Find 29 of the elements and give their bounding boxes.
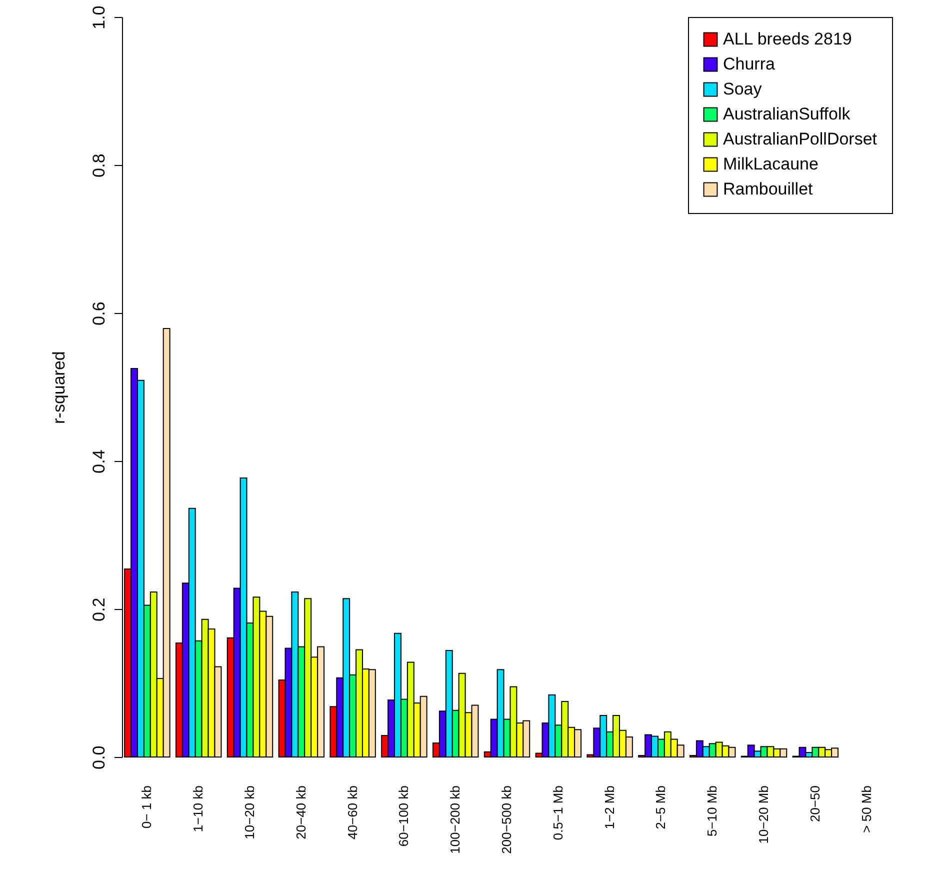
x-tick-label: 1−10 kb	[190, 786, 206, 832]
x-tick-label: 200−500 kb	[499, 786, 514, 854]
x-tick-label: 0− 1 kb	[139, 786, 154, 829]
x-tick-label: 1−2 Mb	[602, 786, 617, 830]
x-tick-label: 5−10 Mb	[704, 786, 720, 836]
y-tick-label: 1.0	[90, 6, 108, 30]
y-tick-label: 0.4	[90, 450, 108, 474]
legend-label: AustralianPollDorset	[723, 130, 878, 148]
legend-label: Churra	[723, 54, 776, 74]
legend-label: Soay	[723, 80, 762, 98]
x-tick-label: 10−20 Mb	[756, 786, 772, 844]
legend-label: AustralianSuffolk	[723, 104, 851, 124]
y-axis-title: r-squared	[50, 351, 68, 424]
x-tick-label: 10−20 kb	[242, 786, 257, 840]
y-tick-label: 0.2	[90, 598, 108, 622]
x-tick-label: 2−5 Mb	[653, 786, 668, 830]
x-tick-label: 20−50	[807, 786, 822, 822]
x-tick-label: 20−40 kb	[293, 786, 308, 840]
x-tick-label: 40−60 kb	[344, 786, 360, 840]
y-tick-label: 0.8	[90, 154, 108, 178]
x-tick-label: 60−100 kb	[396, 786, 412, 847]
y-tick-label: 0.6	[90, 302, 108, 326]
x-tick-label: 100−200 kb	[448, 786, 463, 854]
legend-label: Rambouillet	[723, 180, 814, 198]
x-tick-label: 0.5−1 Mb	[550, 786, 566, 840]
y-tick-label: 0.0	[90, 746, 108, 770]
legend-label: ALL breeds 2819	[723, 30, 852, 48]
legend-label: MilkLacaune	[723, 154, 818, 174]
x-tick-label: > 50 Mb	[858, 786, 874, 833]
